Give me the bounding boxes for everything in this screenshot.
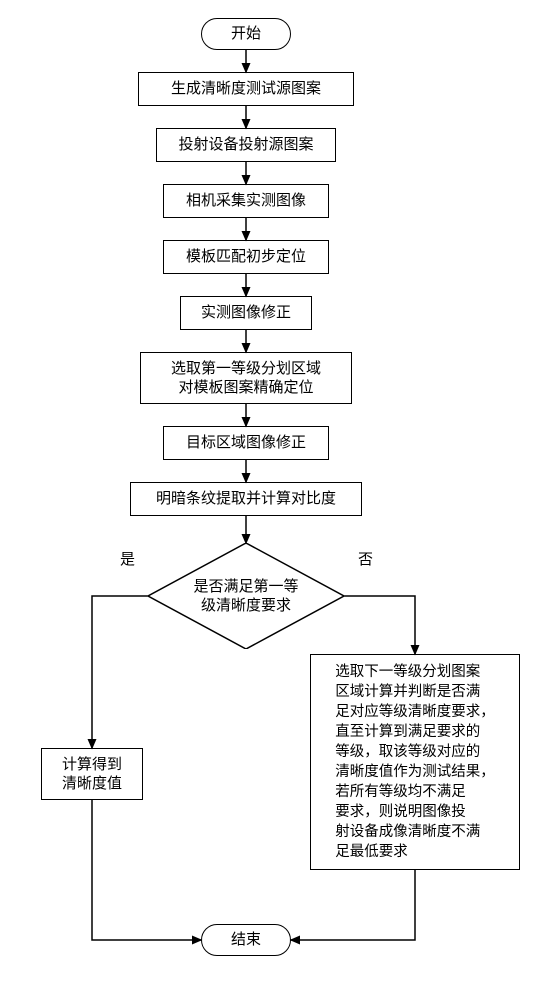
node-label: 选取第一等级分划区域 对模板图案精确定位	[171, 359, 321, 398]
flow-step-2: 投射设备投射源图案	[156, 128, 336, 162]
edge-label-yes: 是	[120, 548, 135, 569]
decision-text: 是否满足第一等 级清晰度要求	[193, 577, 298, 616]
node-label: 选取下一等级分划图案 区域计算并判断是否满 足对应等级清晰度要求， 直至计算到满…	[335, 662, 495, 862]
flow-step-4: 模板匹配初步定位	[163, 240, 329, 274]
flow-step-3: 相机采集实测图像	[163, 184, 329, 218]
flow-decision-1: 是否满足第一等 级清晰度要求	[148, 543, 344, 649]
node-label: 模板匹配初步定位	[186, 247, 306, 267]
node-label: 明暗条纹提取并计算对比度	[156, 489, 336, 509]
flow-step-7: 目标区域图像修正	[163, 426, 329, 460]
node-label: 生成清晰度测试源图案	[171, 79, 321, 99]
flow-step-5: 实测图像修正	[180, 296, 312, 330]
node-label: 开始	[231, 24, 261, 44]
flow-end: 结束	[201, 924, 291, 956]
node-label: 相机采集实测图像	[186, 191, 306, 211]
node-label: 计算得到 清晰度值	[62, 755, 122, 794]
node-label: 结束	[231, 930, 261, 950]
node-label: 投射设备投射源图案	[178, 135, 313, 155]
edge-label-no: 否	[358, 548, 373, 569]
flow-step-no: 选取下一等级分划图案 区域计算并判断是否满 足对应等级清晰度要求， 直至计算到满…	[310, 654, 520, 870]
flow-step-yes: 计算得到 清晰度值	[41, 748, 143, 800]
flow-step-6: 选取第一等级分划区域 对模板图案精确定位	[140, 352, 352, 404]
node-label: 目标区域图像修正	[186, 433, 306, 453]
flow-start: 开始	[201, 18, 291, 50]
node-label: 实测图像修正	[201, 303, 291, 323]
decision-label: 是否满足第一等 级清晰度要求	[148, 543, 344, 649]
flow-step-8: 明暗条纹提取并计算对比度	[130, 482, 362, 516]
flow-step-1: 生成清晰度测试源图案	[138, 72, 354, 106]
